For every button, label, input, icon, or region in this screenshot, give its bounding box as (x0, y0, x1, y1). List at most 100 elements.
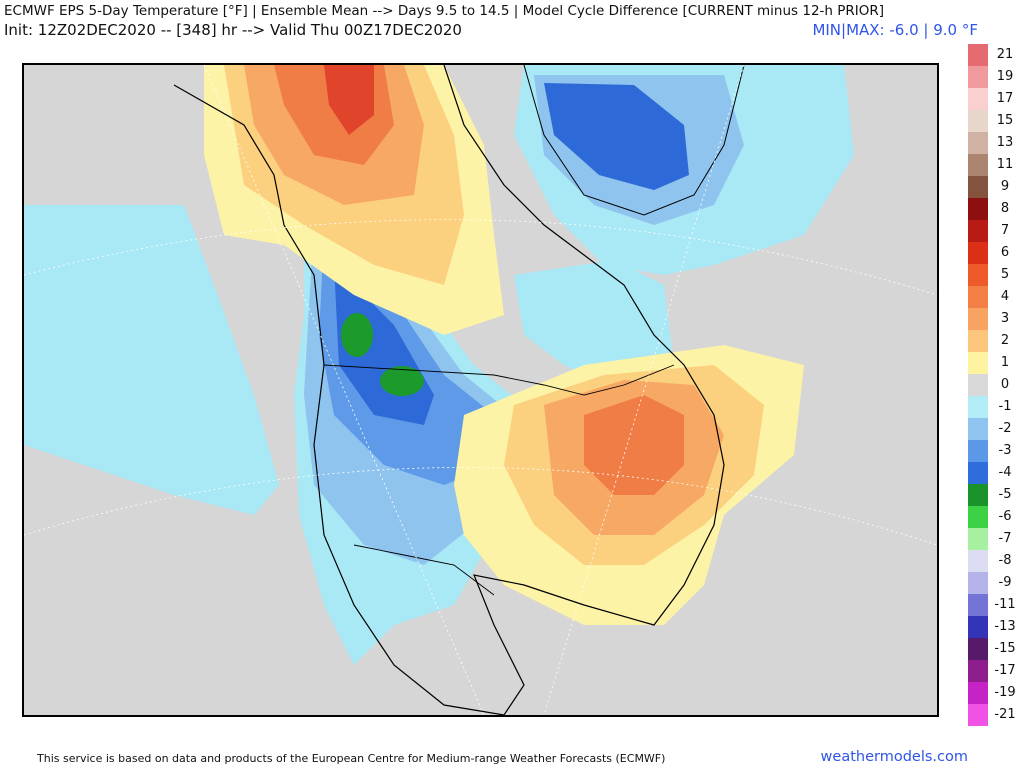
legend-entry: 5 (968, 264, 1009, 286)
legend-label: -9 (998, 575, 1012, 590)
legend-swatch (968, 616, 988, 638)
legend-entry: 11 (968, 154, 1013, 176)
legend-entry: -19 (968, 682, 1016, 704)
legend-label: 21 (996, 47, 1014, 62)
green-cluster-north (341, 313, 373, 357)
legend-swatch (968, 594, 988, 616)
legend-label: -21 (994, 707, 1016, 722)
legend-label: 13 (996, 135, 1014, 150)
legend-label: 7 (1000, 223, 1010, 238)
east-warm-core (584, 395, 684, 495)
legend-entry: 6 (968, 242, 1009, 264)
legend-swatch (968, 110, 988, 132)
legend-swatch (968, 374, 988, 396)
legend-label: -11 (994, 597, 1016, 612)
legend-entry: -11 (968, 594, 1016, 616)
legend-entry: 4 (968, 286, 1009, 308)
legend-label: 11 (996, 157, 1014, 172)
legend-entry: -13 (968, 616, 1016, 638)
legend-entry: 0 (968, 374, 1009, 396)
legend-label: 5 (1000, 267, 1010, 282)
legend-label: 17 (996, 91, 1014, 106)
legend-label: -6 (998, 509, 1012, 524)
legend-label: 15 (996, 113, 1014, 128)
green-cluster-south (380, 366, 424, 396)
legend-swatch (968, 88, 988, 110)
temperature-difference-map (22, 63, 939, 717)
chart-title: ECMWF EPS 5-Day Temperature [°F] | Ensem… (4, 3, 885, 19)
legend-swatch (968, 660, 988, 682)
legend-entry: -15 (968, 638, 1016, 660)
legend-swatch (968, 506, 988, 528)
legend-entry: 15 (968, 110, 1013, 132)
legend-swatch (968, 440, 988, 462)
legend-label: -4 (998, 465, 1012, 480)
color-scale-legend: 21 19 17 15 13 11 9 8 7 6 5 4 3 2 1 0 -1 -2 -3 -4 -5 -6 -7 -8 -9… (968, 44, 1016, 726)
legend-entry: -6 (968, 506, 1011, 528)
legend-label: 9 (1000, 179, 1010, 194)
yukon-warm-peak (324, 65, 374, 135)
legend-swatch (968, 528, 988, 550)
legend-swatch (968, 44, 988, 66)
legend-label: -19 (994, 685, 1016, 700)
legend-label: 6 (1000, 245, 1010, 260)
legend-swatch (968, 264, 988, 286)
legend-entry: -1 (968, 396, 1011, 418)
ecmwf-disclaimer: This service is based on data and produc… (37, 752, 666, 765)
legend-swatch (968, 396, 988, 418)
legend-entry: -7 (968, 528, 1011, 550)
longitude-grid-line (543, 65, 745, 715)
legend-swatch (968, 220, 988, 242)
legend-label: 19 (996, 69, 1014, 84)
legend-swatch (968, 462, 988, 484)
legend-swatch (968, 352, 988, 374)
legend-swatch (968, 572, 988, 594)
north-america-coastline (173, 65, 725, 715)
legend-entry: 8 (968, 198, 1009, 220)
legend-label: -8 (998, 553, 1012, 568)
legend-label: 3 (1000, 311, 1010, 326)
legend-entry: 13 (968, 132, 1013, 154)
legend-label: -1 (998, 399, 1012, 414)
legend-swatch (968, 154, 988, 176)
legend-entry: 17 (968, 88, 1013, 110)
legend-swatch (968, 132, 988, 154)
legend-entry: -17 (968, 660, 1016, 682)
legend-entry: 3 (968, 308, 1009, 330)
legend-label: 4 (1000, 289, 1010, 304)
legend-swatch (968, 198, 988, 220)
legend-swatch (968, 176, 988, 198)
legend-entry: -3 (968, 440, 1011, 462)
greenland-cool-core (544, 83, 689, 190)
legend-swatch (968, 484, 988, 506)
legend-entry: 21 (968, 44, 1013, 66)
legend-swatch (968, 66, 988, 88)
map-canvas (24, 65, 937, 715)
legend-entry: 2 (968, 330, 1009, 352)
pacific-cool-anomaly (24, 205, 279, 515)
legend-swatch (968, 682, 988, 704)
brand-link[interactable]: weathermodels.com (820, 749, 968, 765)
us-canada-border (323, 364, 675, 396)
legend-label: -3 (998, 443, 1012, 458)
legend-entry: -5 (968, 484, 1011, 506)
legend-label: -2 (998, 421, 1012, 436)
legend-label: -17 (994, 663, 1016, 678)
legend-label: -13 (994, 619, 1016, 634)
legend-label: -7 (998, 531, 1012, 546)
legend-entry: -4 (968, 462, 1011, 484)
greenland-coastline (523, 65, 745, 216)
us-mexico-border (353, 544, 495, 596)
legend-swatch (968, 418, 988, 440)
legend-entry: -8 (968, 550, 1011, 572)
legend-entry: 1 (968, 352, 1009, 374)
legend-entry: 7 (968, 220, 1009, 242)
legend-swatch (968, 286, 988, 308)
legend-label: 0 (1000, 377, 1010, 392)
legend-entry: -2 (968, 418, 1011, 440)
legend-label: 8 (1000, 201, 1010, 216)
latitude-grid-line (24, 219, 937, 296)
legend-swatch (968, 308, 988, 330)
legend-label: 2 (1000, 333, 1010, 348)
min-max-readout: MIN|MAX: -6.0 | 9.0 °F (812, 21, 978, 39)
